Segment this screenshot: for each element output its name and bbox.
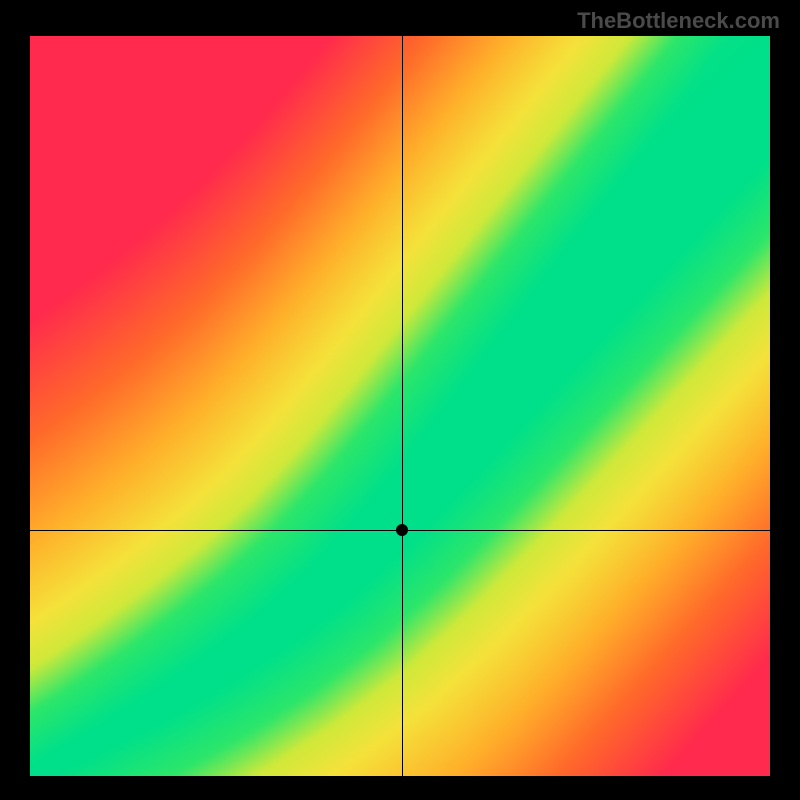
- plot-area: [30, 36, 770, 776]
- watermark-text: TheBottleneck.com: [577, 8, 780, 34]
- crosshair-vertical: [402, 36, 403, 776]
- chart-container: TheBottleneck.com: [0, 0, 800, 800]
- heatmap-canvas: [30, 36, 770, 776]
- marker-dot: [396, 524, 408, 536]
